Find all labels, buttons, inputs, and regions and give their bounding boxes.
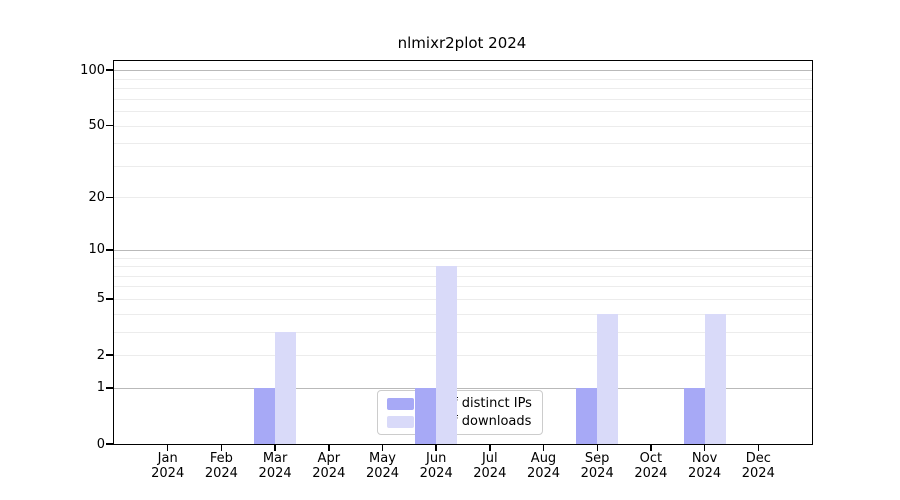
x-tick-label-apr: Apr 2024 [289,451,369,481]
minor-gridline-90 [114,78,812,80]
minor-gridline-2 [114,355,812,356]
x-tick-mark-jul [489,444,491,451]
bar-downloads-mar [275,331,297,444]
y-tick-mark-20 [106,196,113,199]
x-tick-month: Aug [530,451,557,466]
y-tick-mark-50 [106,124,113,127]
x-tick-month: Mar [262,451,288,466]
x-tick-mark-jan [166,444,169,451]
x-tick-year: 2024 [312,466,346,481]
y-tick-mark-5 [106,298,113,300]
legend: Nb of distinct IPs Nb of downloads [377,390,543,435]
bar-distinct-ips-mar [254,387,276,444]
x-tick-label-may: May 2024 [343,451,423,481]
y-tick-mark-0 [106,443,113,445]
minor-gridline-50 [114,125,812,127]
y-tick-label-5: 5 [96,291,105,307]
x-tick-label-mar: Mar 2024 [235,451,315,481]
legend-swatch-distinct-ips [387,397,414,410]
x-tick-label-nov: Nov 2024 [665,451,745,481]
x-tick-label-feb: Feb 2024 [181,451,261,481]
minor-gridline-6 [114,286,812,288]
x-tick-year: 2024 [526,466,561,481]
x-tick-mark-sep [596,444,598,451]
major-gridline-1 [114,387,812,389]
x-tick-year: 2024 [741,466,775,481]
y-tick-label-1: 1 [96,380,105,396]
x-tick-month: Nov [691,451,718,466]
x-tick-mark-jun [435,444,437,451]
x-tick-year: 2024 [258,466,292,481]
x-tick-mark-may [381,444,384,451]
x-tick-year: 2024 [580,466,614,481]
y-tick-label-50: 50 [88,118,105,133]
y-tick-label-20: 20 [88,189,105,205]
x-tick-mark-nov [703,444,706,451]
x-tick-mark-oct [650,444,652,451]
legend-entry-downloads: Nb of downloads [387,413,532,430]
x-tick-month: Jan [157,451,178,466]
x-tick-mark-dec [757,444,760,451]
bar-distinct-ips-nov [683,387,705,444]
minor-gridline-9 [114,257,812,259]
x-tick-month: Apr [317,451,341,466]
minor-gridline-3 [114,331,812,333]
minor-gridline-5 [114,298,812,300]
bar-distinct-ips-sep [576,387,598,444]
x-tick-month: Feb [209,451,233,466]
minor-gridline-70 [114,98,812,100]
y-tick-mark-1 [106,387,113,389]
x-tick-month: Jun [426,451,447,466]
minor-gridline-7 [114,275,812,277]
x-tick-label-aug: Aug 2024 [504,451,584,481]
x-tick-label-jan: Jan 2024 [128,451,208,481]
x-tick-month: Sep [584,451,610,466]
minor-gridline-4 [114,313,812,315]
x-tick-year: 2024 [634,466,668,481]
bar-distinct-ips-jun [415,387,437,444]
y-tick-mark-10 [106,249,113,251]
x-tick-mark-aug [542,444,545,451]
bar-downloads-jun [436,266,458,444]
y-tick-label-0: 0 [96,436,105,452]
minor-gridline-20 [114,197,812,199]
x-tick-label-jun: Jun 2024 [396,451,476,481]
x-tick-label-sep: Sep 2024 [557,451,637,481]
x-tick-mark-apr [328,444,330,451]
x-tick-label-dec: Dec 2024 [718,451,798,481]
x-tick-year: 2024 [419,466,453,481]
legend-entry-distinct-ips: Nb of distinct IPs [387,395,532,412]
x-tick-year: 2024 [473,466,507,481]
minor-gridline-80 [114,88,812,89]
plot-area: Nb of distinct IPs Nb of downloads Jan 202… [106,60,813,481]
x-tick-mark-mar [274,444,276,451]
minor-gridline-60 [114,110,812,112]
major-gridline-100 [114,70,812,72]
minor-gridline-30 [114,165,812,167]
y-tick-mark-2 [106,354,113,356]
legend-swatch-downloads [387,415,414,428]
x-tick-month: Oct [639,451,663,466]
x-tick-month: Jul [481,451,498,466]
y-tick-label-100: 100 [80,62,105,78]
x-tick-label-jul: Jul 2024 [450,451,530,481]
x-tick-year: 2024 [151,466,185,481]
x-tick-year: 2024 [365,466,400,481]
minor-gridline-40 [114,143,812,145]
y-tick-label-2: 2 [96,347,105,363]
x-tick-label-oct: Oct 2024 [611,451,691,481]
minor-gridline-8 [114,266,812,267]
x-tick-month: Dec [745,451,771,466]
bar-downloads-nov [704,313,726,444]
bar-downloads-sep [597,313,619,444]
x-tick-year: 2024 [204,466,238,481]
x-tick-month: May [369,451,396,466]
x-tick-mark-feb [220,444,223,451]
major-gridline-10 [114,249,812,251]
y-tick-label-10: 10 [88,242,105,258]
chart-title: nlmixr2plot 2024 [397,34,527,52]
y-tick-mark-100 [106,69,113,71]
x-tick-year: 2024 [688,466,722,481]
